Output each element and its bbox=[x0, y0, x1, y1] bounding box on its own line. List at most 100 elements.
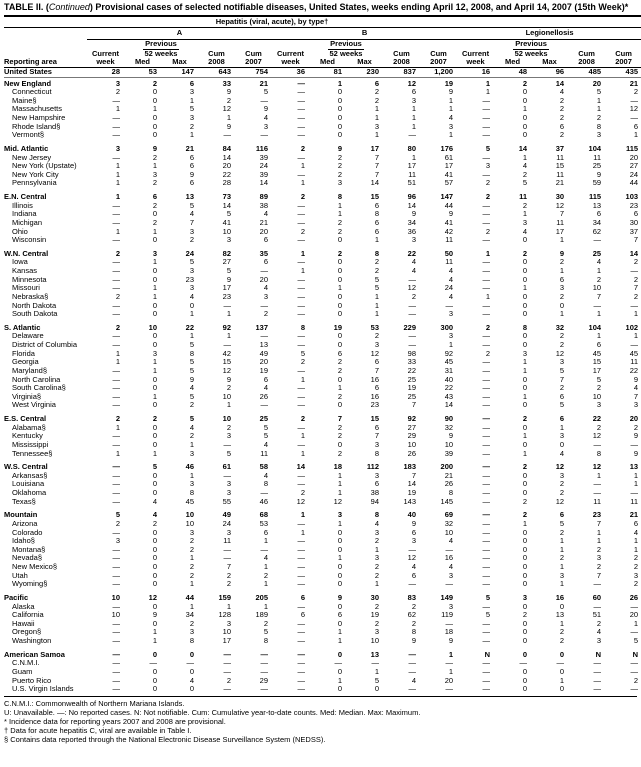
table-row: E.S. Central225102527159290—262220 bbox=[4, 413, 641, 424]
value-cell: 0 bbox=[531, 685, 568, 694]
table-row: Louisiana—0338—161426—02—1 bbox=[4, 480, 641, 489]
value-cell: 9 bbox=[420, 637, 457, 649]
table-row: Ohio1131020226364224176237 bbox=[4, 228, 641, 237]
value-cell: 5 bbox=[457, 592, 494, 603]
area-cell: Iowa bbox=[4, 258, 87, 267]
value-cell: 11 bbox=[568, 498, 605, 510]
value-cell: 1 bbox=[198, 310, 235, 322]
value-cell: — bbox=[457, 450, 494, 462]
table-row: South Carolina§—0424—161922—0224 bbox=[4, 384, 641, 393]
table-row: Nebraska§214233—012410272 bbox=[4, 293, 641, 302]
table-row: Missouri—13174—151224—13107 bbox=[4, 284, 641, 293]
table-row: Montana§—02———01———0121 bbox=[4, 546, 641, 555]
area-cell: W.S. Central bbox=[4, 461, 87, 472]
value-cell: 3 bbox=[494, 592, 531, 603]
value-cell: 3 bbox=[161, 450, 198, 462]
value-cell: 1 bbox=[568, 310, 605, 322]
value-cell: 94 bbox=[346, 498, 383, 510]
area-cell: Illinois bbox=[4, 202, 87, 211]
value-cell: 837 bbox=[383, 67, 420, 77]
table-row: American Samoa—00———013—1N00NN bbox=[4, 649, 641, 660]
value-cell: 0 bbox=[494, 131, 531, 143]
title-prefix: TABLE II. ( bbox=[4, 2, 49, 12]
area-cell: Minnesota bbox=[4, 276, 87, 285]
value-cell: 0 bbox=[161, 685, 198, 694]
value-cell: 1 bbox=[124, 637, 161, 649]
table-row: Puerto Rico—04229—15420—01—2 bbox=[4, 677, 641, 686]
value-cell: 0 bbox=[124, 236, 161, 248]
table-row: Maryland§—151219—272231—151722 bbox=[4, 367, 641, 376]
table-row: Oregon§—13105—13818—024— bbox=[4, 628, 641, 637]
hdr-hep: Hepatitis (viral, acute), by type† bbox=[87, 16, 457, 28]
value-cell: 116 bbox=[235, 143, 272, 154]
value-cell: 81 bbox=[309, 67, 346, 77]
value-cell: 2 bbox=[494, 498, 531, 510]
value-cell: 2 bbox=[531, 131, 568, 143]
area-cell: Washington bbox=[4, 637, 87, 649]
value-cell: 0 bbox=[124, 401, 161, 413]
table-row: Hawaii—0232—022——0121 bbox=[4, 620, 641, 629]
value-cell: 3 bbox=[383, 236, 420, 248]
value-cell: 9 bbox=[309, 592, 346, 603]
area-cell: Nevada§ bbox=[4, 554, 87, 563]
value-cell: 9 bbox=[309, 143, 346, 154]
table-row: Illinois—251438—161444—2121323 bbox=[4, 202, 641, 211]
value-cell: — bbox=[272, 580, 309, 592]
table-row: Wyoming§—0121—01———01—2 bbox=[4, 580, 641, 592]
value-cell: — bbox=[198, 685, 235, 694]
value-cell: 14 bbox=[420, 401, 457, 413]
area-cell: Utah bbox=[4, 572, 87, 581]
area-cell: U.S. Virgin Islands bbox=[4, 685, 87, 694]
value-cell: 16 bbox=[531, 592, 568, 603]
value-cell: 0 bbox=[346, 685, 383, 694]
table-row: North Carolina—099610162540—0759 bbox=[4, 376, 641, 385]
value-cell: 57 bbox=[420, 179, 457, 191]
area-cell: Kentucky bbox=[4, 432, 87, 441]
area-cell: Ohio bbox=[4, 228, 87, 237]
table-row: Tennessee§1135111282639—1489 bbox=[4, 450, 641, 462]
area-cell: Arkansas§ bbox=[4, 472, 87, 481]
value-cell: 17 bbox=[346, 143, 383, 154]
area-cell: Oklahoma bbox=[4, 489, 87, 498]
value-cell: 1 bbox=[161, 580, 198, 592]
value-cell: 30 bbox=[346, 592, 383, 603]
table-row: Georgia11515202263345—131511 bbox=[4, 358, 641, 367]
value-cell: 5 bbox=[531, 401, 568, 413]
value-cell: — bbox=[457, 498, 494, 510]
value-cell: — bbox=[457, 310, 494, 322]
table-row: Kansas—035—10244—011— bbox=[4, 267, 641, 276]
table-row: New Mexico§—0271—0244—0122 bbox=[4, 563, 641, 572]
value-cell: 83 bbox=[383, 592, 420, 603]
value-cell: 51 bbox=[383, 179, 420, 191]
value-cell: 6 bbox=[235, 236, 272, 248]
table-row: Maine§—012——0231—021— bbox=[4, 97, 641, 106]
hdr-legion: Legionellosis bbox=[457, 28, 641, 40]
area-cell: New York City bbox=[4, 171, 87, 180]
area-cell: Tennessee§ bbox=[4, 450, 87, 462]
value-cell: 5 bbox=[605, 637, 641, 649]
value-cell: 1 bbox=[346, 131, 383, 143]
value-cell: 0 bbox=[309, 310, 346, 322]
area-cell: American Samoa bbox=[4, 649, 87, 660]
footnotes: C.N.M.I.: Commonwealth of Northern Maria… bbox=[4, 699, 637, 744]
value-cell: 485 bbox=[568, 67, 605, 77]
table-row: Virginia§—151026—2162543—16107 bbox=[4, 393, 641, 402]
table-row: Florida13842495612989223124545 bbox=[4, 350, 641, 359]
area-cell: New Hampshire bbox=[4, 114, 87, 123]
value-cell: 754 bbox=[235, 67, 272, 77]
value-cell: 3 bbox=[568, 637, 605, 649]
value-cell: 1,200 bbox=[420, 67, 457, 77]
value-cell: 0 bbox=[309, 580, 346, 592]
area-cell: Oregon§ bbox=[4, 628, 87, 637]
value-cell: 0 bbox=[494, 580, 531, 592]
value-cell: 2 bbox=[161, 236, 198, 248]
area-cell: United States bbox=[4, 67, 87, 77]
table-row: Michigan—274121—263441—3113430 bbox=[4, 219, 641, 228]
table-row: District of Columbia—05—13—03—1—026— bbox=[4, 341, 641, 350]
value-cell: 48 bbox=[494, 67, 531, 77]
hdr-a: A bbox=[87, 28, 272, 40]
value-cell: 143 bbox=[383, 498, 420, 510]
table-row: Mid. Atlantic392184116291780176514371041… bbox=[4, 143, 641, 154]
area-cell: North Dakota bbox=[4, 302, 87, 311]
value-cell: 2 bbox=[531, 637, 568, 649]
